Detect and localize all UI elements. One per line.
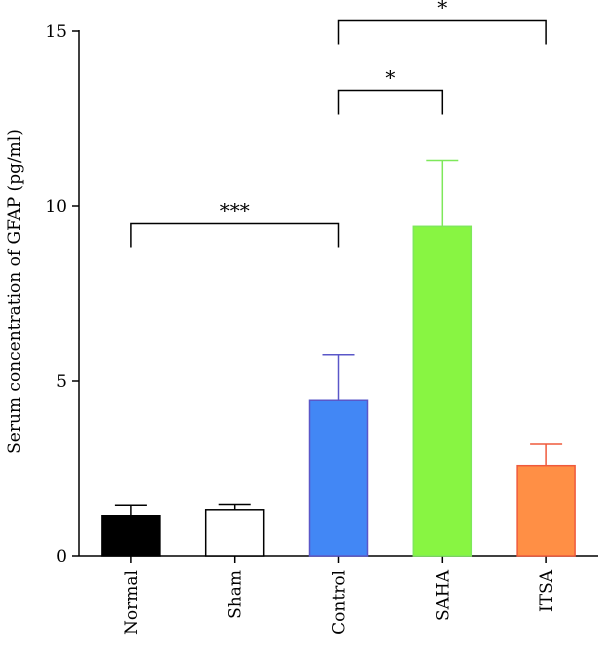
significance-bracket	[130, 222, 340, 248]
x-tick-label: SAHA	[433, 569, 453, 621]
x-tick-label: Normal	[122, 570, 142, 635]
y-tick-label: 0	[56, 547, 67, 567]
error-bars	[114, 159, 563, 516]
y-tick-label: 5	[56, 372, 67, 392]
y-axis-label: Serum concentration of GFAP (pg/ml)	[5, 129, 25, 454]
significance-bracket	[337, 19, 547, 45]
x-tick-label: ITSA	[537, 569, 557, 612]
bar-sham	[204, 509, 265, 557]
significance-label: ***	[220, 199, 250, 223]
bar-itsa	[516, 464, 576, 557]
y-tick-label: 15	[45, 22, 67, 42]
y-tick-labels: 0 5 10 15	[45, 22, 67, 567]
significance-bracket	[337, 89, 444, 115]
x-tick-labels: Normal Sham Control SAHA ITSA	[122, 569, 557, 635]
bar-normal	[101, 515, 161, 557]
significance-brackets: *****	[130, 0, 547, 248]
significance-label: *	[437, 0, 447, 20]
bar-saha	[412, 225, 473, 557]
y-tick-label: 10	[45, 197, 67, 217]
x-tick-label: Control	[330, 570, 350, 635]
bars	[101, 225, 576, 557]
significance-label: *	[385, 66, 395, 90]
x-tick-label: Sham	[226, 570, 246, 619]
bar-control	[308, 399, 369, 557]
